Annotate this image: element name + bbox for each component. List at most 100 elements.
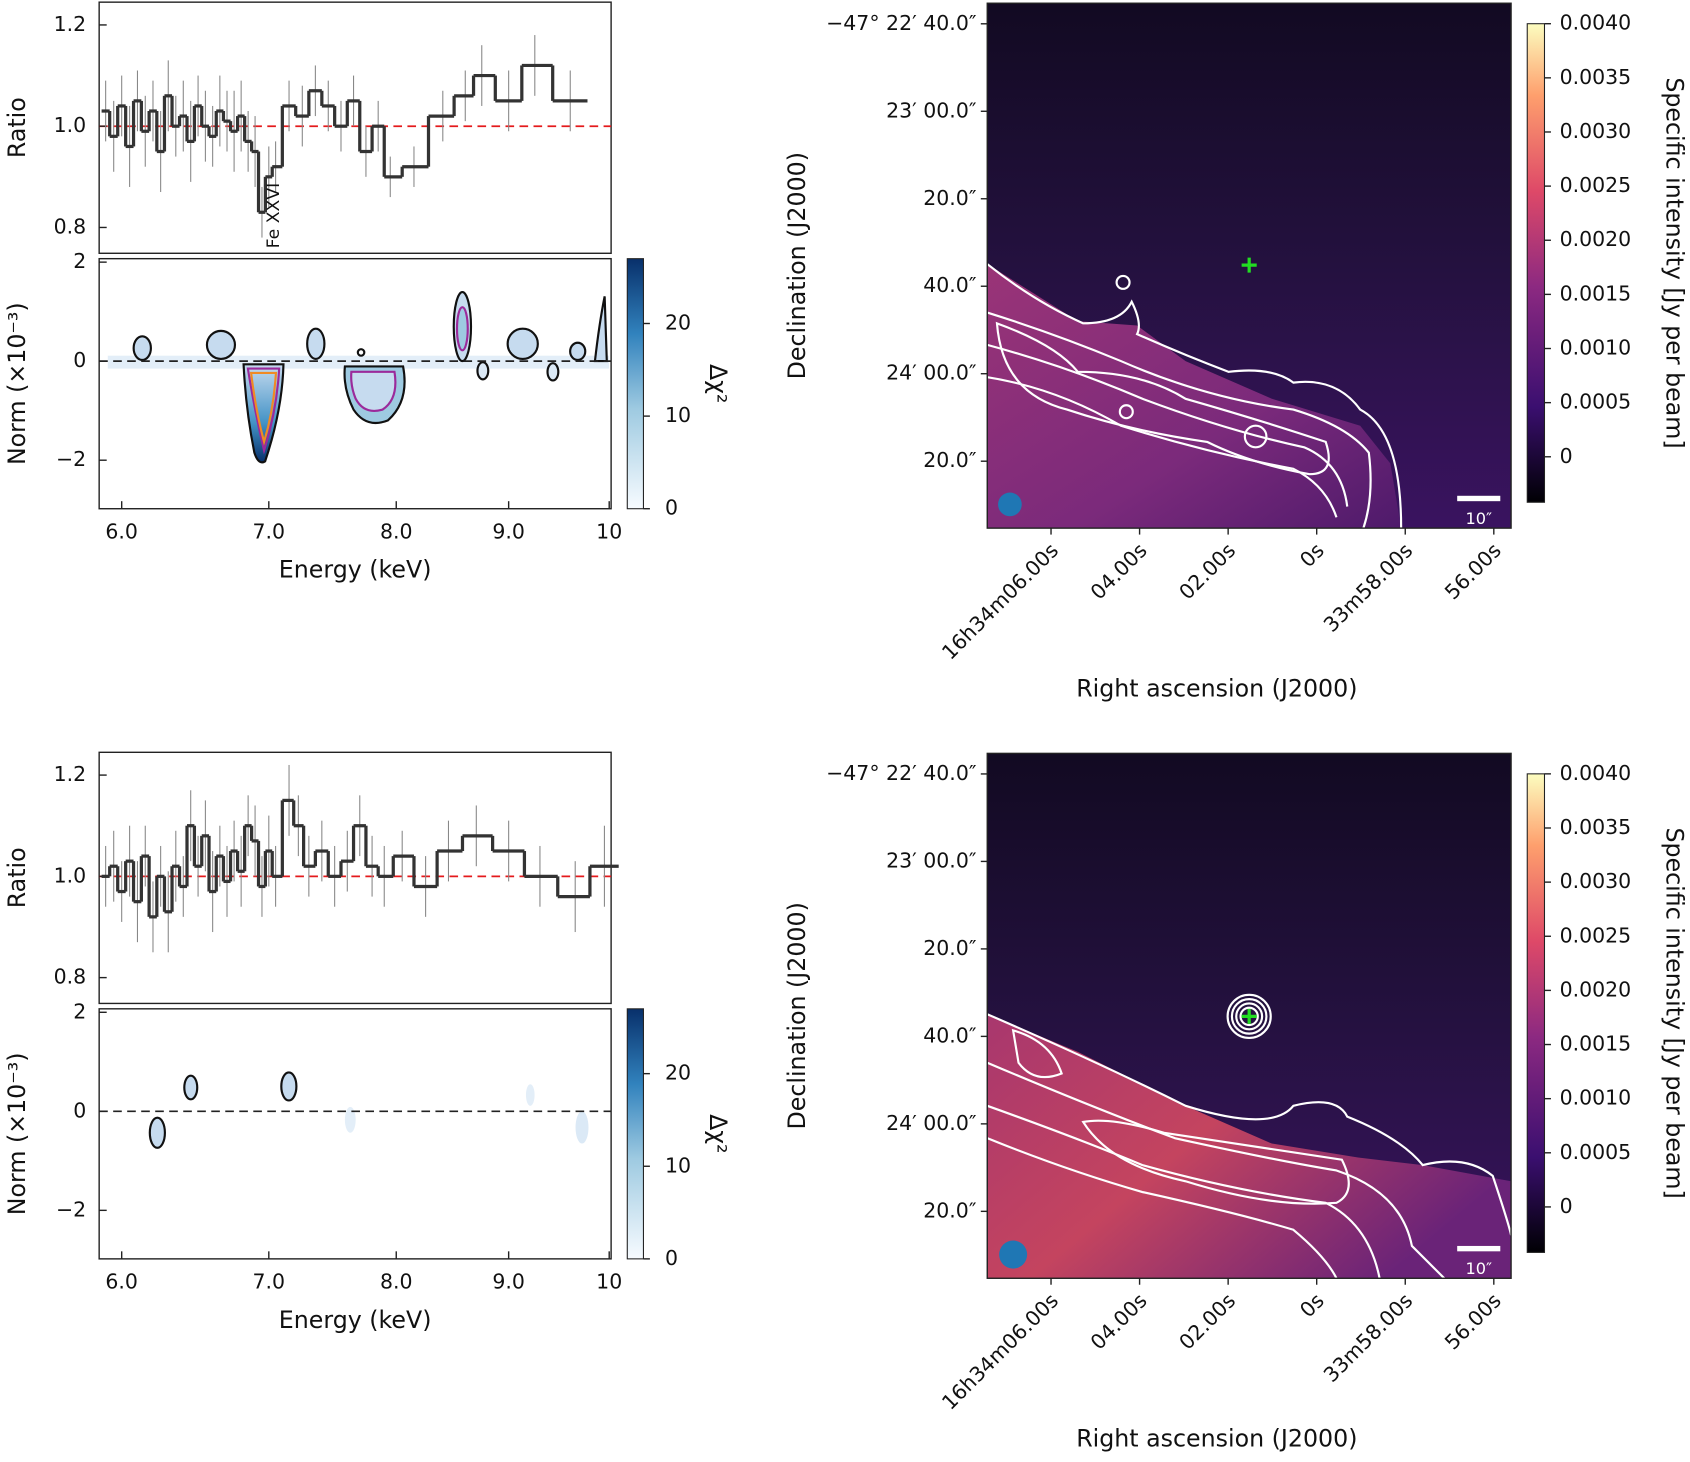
colorbar-label: Specific intensity [Jy per beam]	[1660, 827, 1688, 1198]
map-image	[986, 753, 1513, 1280]
colorbar-tick-label: 0.0020	[1560, 227, 1632, 251]
x-tick-label: 6.0	[105, 1270, 138, 1294]
y-tick-label: 23′ 00.0″	[886, 848, 977, 872]
map-image	[986, 3, 1512, 529]
colorbar-tick-label: 0	[665, 496, 678, 520]
x-tick-label: 6.0	[105, 519, 138, 543]
y-tick-label: 40.0″	[923, 1023, 977, 1047]
x-tick-label: 10	[596, 519, 622, 543]
x-tick-label: 0s	[1295, 1288, 1329, 1322]
x-tick-label: 56.00s	[1440, 538, 1506, 604]
source-marker	[1241, 257, 1257, 273]
x-tick-label: 9.0	[492, 1270, 525, 1294]
colorbar-tick-label: 0.0020	[1560, 977, 1632, 1001]
emission	[987, 264, 1402, 529]
y-tick-label: 20.0″	[923, 186, 977, 210]
x-tick-label: 04.00s	[1086, 538, 1152, 604]
colorbar-tick-label: 10	[665, 1153, 691, 1177]
colorbar-tick-label: 0.0015	[1560, 1032, 1632, 1056]
contour	[476, 361, 490, 381]
colorbar-label: Δχ²	[704, 1114, 732, 1153]
plot-frame	[98, 1, 612, 254]
colorbar-tick-label: 0.0015	[1560, 281, 1632, 305]
x-tick-label: 04.00s	[1086, 1288, 1152, 1354]
y-tick-label: 2	[73, 249, 86, 273]
y-tick-label: 20.0″	[923, 936, 977, 960]
y-tick-label: −47° 22′ 40.0″	[826, 761, 977, 785]
y-tick-label: −2	[56, 447, 86, 471]
contour	[506, 327, 539, 360]
x-axis-label: Right ascension (J2000)	[1076, 674, 1357, 702]
x-axis-label: Energy (keV)	[279, 556, 432, 584]
contour	[183, 1074, 199, 1101]
colorbar-tick-label: 0	[1560, 444, 1573, 468]
colorbar-tick-label: 0.0025	[1560, 173, 1632, 197]
y-tick-label: 1.2	[54, 12, 87, 36]
beam	[998, 492, 1022, 517]
colorbar-tick-label: 0.0010	[1560, 1086, 1632, 1110]
y-tick-label: 20.0″	[923, 448, 977, 472]
beam	[999, 1240, 1028, 1269]
contour	[593, 296, 608, 363]
x-tick-label: 33m58.00s	[1319, 538, 1417, 636]
colorbar-tick-label: 20	[665, 310, 691, 334]
x-tick-label: 02.00s	[1174, 1288, 1240, 1354]
shade	[575, 1111, 589, 1144]
y-axis-label: Norm (×10⁻³)	[3, 1052, 31, 1215]
x-tick-label: 16h34m06.00s	[937, 1288, 1063, 1414]
y-tick-label: 0	[73, 1098, 86, 1122]
y-tick-label: 0	[73, 348, 86, 372]
colorbar-tick-label: 0.0035	[1560, 65, 1632, 89]
x-tick-label: 7.0	[253, 1270, 286, 1294]
colorbar-tick-label: 0.0005	[1560, 1140, 1632, 1164]
colorbar-tick-label: 0.0010	[1560, 336, 1632, 360]
contour	[148, 1116, 166, 1149]
y-tick-label: −2	[56, 1197, 86, 1221]
x-tick-label: 0s	[1295, 538, 1329, 572]
colorbar-tick-label: 0	[1560, 1194, 1573, 1218]
scale-bar-label: 10″	[1465, 1259, 1492, 1278]
y-tick-label: 1.0	[54, 863, 87, 887]
contour	[132, 335, 152, 362]
scale-bar	[1457, 1245, 1501, 1252]
y-axis-label: Norm (×10⁻³)	[3, 302, 31, 465]
contours	[986, 263, 1403, 529]
contour	[246, 367, 281, 455]
colorbar	[1526, 773, 1546, 1253]
x-tick-label: 56.00s	[1440, 1288, 1506, 1354]
colorbar-tick-label: 0.0025	[1560, 923, 1632, 947]
shade	[344, 1106, 356, 1133]
y-tick-label: 20.0″	[923, 1198, 977, 1222]
y-tick-label: −47° 22′ 40.0″	[826, 11, 977, 35]
y-tick-label: 24′ 00.0″	[886, 1111, 977, 1135]
x-tick-label: 8.0	[380, 519, 413, 543]
colorbar	[626, 258, 644, 510]
y-tick-label: 1.0	[54, 113, 87, 137]
x-tick-label: 10	[596, 1270, 622, 1294]
contour	[205, 329, 237, 360]
plot-frame	[98, 1008, 612, 1260]
plot-frame	[98, 257, 612, 510]
x-tick-label: 33m58.00s	[1319, 1288, 1417, 1386]
scale-bar-label: 10″	[1465, 509, 1492, 528]
colorbar	[626, 1008, 644, 1260]
x-tick-label: 9.0	[492, 519, 525, 543]
contour	[249, 371, 278, 446]
contour	[546, 362, 560, 382]
colorbar-tick-label: 0.0040	[1560, 11, 1632, 35]
shade	[525, 1084, 535, 1106]
source-marker	[1241, 1008, 1257, 1024]
x-axis-label: Energy (keV)	[279, 1306, 432, 1334]
plot-frame	[98, 751, 612, 1005]
colorbar-tick-label: 20	[665, 1061, 691, 1085]
contour	[306, 327, 326, 360]
colorbar	[1526, 23, 1546, 503]
y-axis-label: Declination (J2000)	[783, 152, 811, 379]
figure-body: 0.8 1.0 1.2 Ratio Fe XXVI −2 0 2 6.0 7.0 8.0 9.0 10 N…	[3, 1, 1688, 1452]
contour-shapes	[148, 1071, 589, 1149]
colorbar-label: Δχ²	[704, 364, 732, 403]
colorbar-tick-label: 0.0030	[1560, 869, 1632, 893]
colorbar-tick-label: 10	[665, 403, 691, 427]
